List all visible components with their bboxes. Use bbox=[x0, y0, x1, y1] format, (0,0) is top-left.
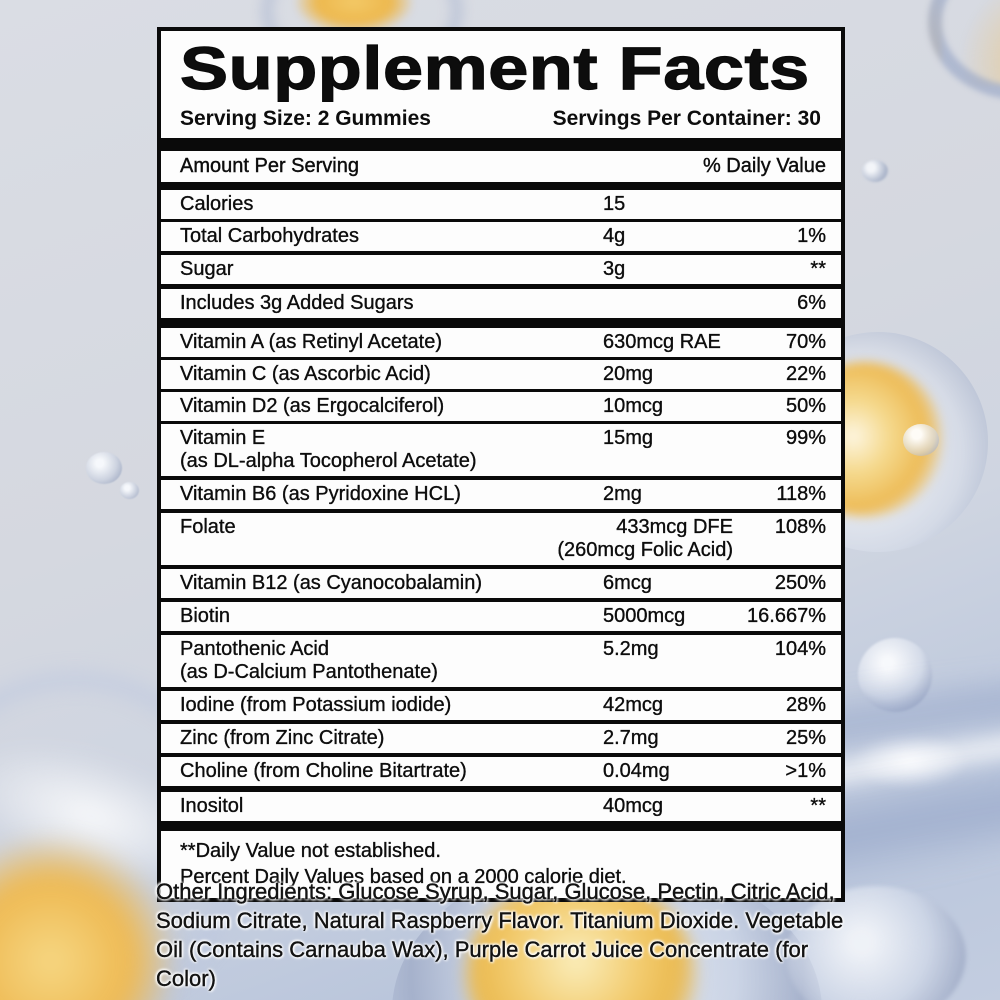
daily-value-header: % Daily Value bbox=[702, 155, 826, 177]
nutrient-dv: 108% bbox=[774, 516, 827, 538]
nutrient-amount: 630mcg RAE bbox=[603, 331, 721, 353]
soft-highlight-right bbox=[852, 732, 968, 790]
nutrient-name: Vitamin B6 (as Pyridoxine HCL) bbox=[180, 483, 461, 505]
nutrient-dv: ** bbox=[810, 258, 826, 280]
gummy-blur-bottom-left bbox=[0, 836, 176, 1000]
panel-header: Supplement Facts Serving Size: 2 Gummies… bbox=[161, 31, 841, 138]
table-row: Total Carbohydrates 4g 1% bbox=[161, 222, 841, 255]
panel-title: Supplement Facts bbox=[179, 35, 810, 102]
nutrient-amount: 15mg bbox=[603, 427, 654, 449]
nutrient-name: Pantothenic Acid (as D-Calcium Pantothen… bbox=[180, 638, 438, 683]
table-row: Biotin 5000mcg 16.667% bbox=[161, 602, 841, 635]
nutrient-dv: 28% bbox=[785, 694, 826, 716]
water-droplet bbox=[862, 160, 888, 182]
supplement-facts-panel: Supplement Facts Serving Size: 2 Gummies… bbox=[157, 27, 845, 902]
nutrient-amount: 433mcg DFE (260mcg Folic Acid) bbox=[557, 516, 733, 561]
table-row: Vitamin C (as Ascorbic Acid) 20mg 22% bbox=[161, 360, 841, 392]
serving-size: Serving Size: 2 Gummies bbox=[180, 107, 431, 130]
nutrient-name: Vitamin A (as Retinyl Acetate) bbox=[180, 331, 442, 353]
nutrient-amount: 4g bbox=[603, 225, 626, 247]
table-row: Calories 15 bbox=[161, 190, 841, 222]
nutrient-name: Zinc (from Zinc Citrate) bbox=[180, 727, 385, 749]
nutrient-name: Biotin bbox=[180, 605, 231, 627]
nutrient-dv: 104% bbox=[774, 638, 827, 660]
amount-per-serving-header: Amount Per Serving bbox=[180, 155, 359, 177]
table-row: Sugar 3g ** bbox=[161, 255, 841, 289]
nutrient-dv: >1% bbox=[785, 760, 826, 782]
nutrient-dv: 99% bbox=[785, 427, 826, 449]
table-row: Vitamin A (as Retinyl Acetate) 630mcg RA… bbox=[161, 328, 841, 360]
nutrient-dv: 250% bbox=[774, 572, 827, 594]
nutrient-dv: 50% bbox=[785, 395, 826, 417]
nutrient-amount: 42mcg bbox=[603, 694, 664, 716]
nutrient-name: Vitamin E (as DL-alpha Tocopherol Acetat… bbox=[180, 427, 477, 472]
nutrient-dv: 25% bbox=[785, 727, 826, 749]
small-bubble-left bbox=[86, 452, 122, 484]
nutrient-name: Total Carbohydrates bbox=[180, 225, 359, 247]
table-row: Vitamin D2 (as Ergocalciferol) 10mcg 50% bbox=[161, 392, 841, 424]
tiny-bubble-left bbox=[120, 482, 139, 499]
table-row: Iodine (from Potassium iodide) 42mcg 28% bbox=[161, 691, 841, 724]
nutrient-amount: 2.7mg bbox=[603, 727, 659, 749]
nutrient-name: Vitamin C (as Ascorbic Acid) bbox=[180, 363, 431, 385]
section-divider-bar bbox=[161, 138, 841, 151]
servings-per-container: Servings Per Container: 30 bbox=[552, 107, 821, 130]
nutrient-name: Vitamin B12 (as Cyanocobalamin) bbox=[180, 572, 483, 594]
nutrient-amount: 6mcg bbox=[603, 572, 652, 594]
nutrient-amount: 3g bbox=[603, 258, 626, 280]
nutrient-dv: 1% bbox=[797, 225, 826, 247]
small-bubble-on-right-bubble bbox=[903, 424, 939, 456]
nutrient-dv: 16.667% bbox=[747, 605, 826, 627]
nutrient-amount: 10mcg bbox=[603, 395, 664, 417]
nutrient-name: Sugar bbox=[180, 258, 234, 280]
table-row: Pantothenic Acid (as D-Calcium Pantothen… bbox=[161, 635, 841, 691]
nutrient-name: Vitamin D2 (as Ergocalciferol) bbox=[180, 395, 445, 417]
daily-value-footnote: **Daily Value not established. Percent D… bbox=[180, 840, 627, 888]
nutrient-amount: 5.2mg bbox=[603, 638, 659, 660]
nutrient-amount: 15 bbox=[603, 193, 626, 215]
table-row: Vitamin E (as DL-alpha Tocopherol Acetat… bbox=[161, 424, 841, 480]
nutrient-dv: ** bbox=[810, 795, 826, 817]
table-row: Inositol 40mcg ** bbox=[161, 792, 841, 831]
nutrient-dv: 6% bbox=[797, 292, 826, 314]
nutrient-name: Includes 3g Added Sugars bbox=[180, 292, 414, 314]
nutrient-amount: 0.04mg bbox=[603, 760, 670, 782]
table-row: Choline (from Choline Bitartrate) 0.04mg… bbox=[161, 757, 841, 792]
table-row: Vitamin B6 (as Pyridoxine HCL) 2mg 118% bbox=[161, 480, 841, 513]
other-ingredients-text: Other Ingredients: Glucose Syrup, Sugar,… bbox=[156, 879, 844, 991]
table-row: Vitamin B12 (as Cyanocobalamin) 6mcg 250… bbox=[161, 569, 841, 602]
nutrient-dv: 70% bbox=[785, 331, 826, 353]
table-row: Includes 3g Added Sugars 6% bbox=[161, 289, 841, 328]
nutrient-dv: 22% bbox=[785, 363, 826, 385]
serving-info-row: Serving Size: 2 Gummies Servings Per Con… bbox=[180, 107, 823, 131]
nutrient-name: Iodine (from Potassium iodide) bbox=[180, 694, 452, 716]
table-row: Zinc (from Zinc Citrate) 2.7mg 25% bbox=[161, 724, 841, 757]
nutrient-amount: 5000mcg bbox=[603, 605, 686, 627]
nutrient-amount: 2mg bbox=[603, 483, 642, 505]
bubble-mid-right bbox=[858, 638, 932, 712]
nutrient-amount: 40mcg bbox=[603, 795, 664, 817]
nutrient-name: Choline (from Choline Bitartrate) bbox=[180, 760, 467, 782]
nutrient-name: Inositol bbox=[180, 795, 244, 817]
column-header-row: Amount Per Serving % Daily Value bbox=[161, 151, 841, 190]
table-row: Folate 433mcg DFE (260mcg Folic Acid) 10… bbox=[161, 513, 841, 569]
nutrient-name: Calories bbox=[180, 193, 254, 215]
nutrient-dv: 118% bbox=[776, 483, 826, 505]
nutrient-amount: 20mg bbox=[603, 363, 654, 385]
nutrient-name: Folate bbox=[180, 516, 236, 538]
